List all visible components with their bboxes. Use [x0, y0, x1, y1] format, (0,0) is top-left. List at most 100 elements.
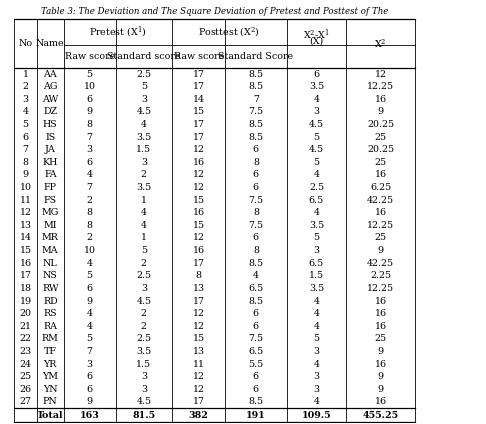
Text: 6: 6 — [253, 385, 259, 394]
Text: $\mathregular{X^2}$-$\mathregular{X^1}$: $\mathregular{X^2}$-$\mathregular{X^1}$ — [303, 27, 330, 42]
Text: 3.5: 3.5 — [136, 133, 152, 142]
Text: 17: 17 — [193, 397, 205, 407]
Text: 27: 27 — [19, 397, 32, 407]
Text: 17: 17 — [19, 271, 32, 280]
Text: 8.5: 8.5 — [248, 120, 263, 129]
Text: NS: NS — [43, 271, 58, 280]
Text: 10: 10 — [19, 183, 32, 192]
Text: 20.25: 20.25 — [367, 120, 394, 129]
Text: 12: 12 — [193, 234, 205, 243]
Text: FS: FS — [44, 195, 57, 205]
Text: 12: 12 — [193, 170, 205, 179]
Text: 16: 16 — [374, 95, 386, 104]
Text: 12.25: 12.25 — [367, 284, 394, 293]
Text: 5: 5 — [313, 335, 319, 343]
Text: 1.5: 1.5 — [136, 360, 152, 368]
Text: 6: 6 — [87, 284, 93, 293]
Text: 3: 3 — [22, 95, 29, 104]
Text: MG: MG — [42, 208, 59, 217]
Text: KH: KH — [43, 158, 58, 167]
Text: 4: 4 — [313, 95, 319, 104]
Text: 5: 5 — [313, 158, 319, 167]
Text: 6: 6 — [87, 95, 93, 104]
Text: (X): (X) — [309, 37, 324, 46]
Text: 15: 15 — [192, 195, 205, 205]
Text: 3.5: 3.5 — [309, 82, 324, 91]
Text: 3: 3 — [141, 372, 147, 381]
Text: 16: 16 — [192, 208, 205, 217]
Text: 7: 7 — [87, 183, 93, 192]
Text: 9: 9 — [378, 372, 383, 381]
Text: DZ: DZ — [43, 107, 57, 116]
Text: 2: 2 — [141, 322, 147, 331]
Text: 1: 1 — [141, 195, 147, 205]
Text: 17: 17 — [193, 70, 205, 78]
Text: 6: 6 — [87, 158, 93, 167]
Text: AW: AW — [42, 95, 58, 104]
Text: 17: 17 — [193, 133, 205, 142]
Text: 26: 26 — [19, 385, 32, 394]
Text: 2.5: 2.5 — [136, 70, 152, 78]
Text: 8.5: 8.5 — [248, 259, 263, 268]
Text: 7: 7 — [23, 145, 29, 154]
Text: 3.5: 3.5 — [309, 221, 324, 230]
Text: 4: 4 — [141, 221, 147, 230]
Text: 163: 163 — [80, 411, 100, 420]
Text: 7.5: 7.5 — [248, 195, 263, 205]
Text: 4: 4 — [87, 259, 93, 268]
Text: 16: 16 — [192, 246, 205, 255]
Text: 6: 6 — [87, 372, 93, 381]
Text: 6: 6 — [253, 322, 259, 331]
Text: 1: 1 — [23, 70, 29, 78]
Text: AG: AG — [43, 82, 57, 91]
Text: 4: 4 — [87, 322, 93, 331]
Text: 4: 4 — [313, 397, 319, 407]
Text: 4.5: 4.5 — [136, 397, 152, 407]
Text: 12.25: 12.25 — [367, 82, 394, 91]
Text: 17: 17 — [193, 82, 205, 91]
Text: 15: 15 — [192, 221, 205, 230]
Text: 4.5: 4.5 — [136, 107, 152, 116]
Text: 15: 15 — [192, 107, 205, 116]
Text: FP: FP — [44, 183, 57, 192]
Text: Pretest ($\mathregular{X^1}$): Pretest ($\mathregular{X^1}$) — [89, 25, 147, 40]
Text: 6.25: 6.25 — [370, 183, 391, 192]
Text: 2: 2 — [87, 195, 93, 205]
Text: 17: 17 — [193, 296, 205, 306]
Text: FA: FA — [44, 170, 57, 179]
Text: 6: 6 — [253, 309, 259, 318]
Text: MR: MR — [42, 234, 59, 243]
Text: YM: YM — [42, 372, 58, 381]
Text: 9: 9 — [87, 397, 93, 407]
Text: 16: 16 — [192, 158, 205, 167]
Text: 9: 9 — [87, 296, 93, 306]
Text: 12: 12 — [193, 145, 205, 154]
Text: 8.5: 8.5 — [248, 82, 263, 91]
Text: 4: 4 — [313, 360, 319, 368]
Text: 2: 2 — [141, 259, 147, 268]
Text: 6.5: 6.5 — [248, 347, 263, 356]
Text: 22: 22 — [19, 335, 32, 343]
Text: 5: 5 — [87, 335, 93, 343]
Text: Standard Score: Standard Score — [218, 52, 294, 61]
Text: 16: 16 — [19, 259, 32, 268]
Text: RD: RD — [43, 296, 58, 306]
Text: 1.5: 1.5 — [309, 271, 324, 280]
Text: 4: 4 — [253, 271, 259, 280]
Text: 3: 3 — [87, 360, 93, 368]
Text: 16: 16 — [374, 322, 386, 331]
Text: 20.25: 20.25 — [367, 145, 394, 154]
Text: PN: PN — [43, 397, 58, 407]
Text: RW: RW — [42, 284, 59, 293]
Text: 3: 3 — [141, 95, 147, 104]
Text: 10: 10 — [84, 246, 96, 255]
Text: 4: 4 — [87, 309, 93, 318]
Text: 4: 4 — [313, 296, 319, 306]
Text: 5: 5 — [141, 246, 147, 255]
Text: 6: 6 — [87, 385, 93, 394]
Text: 12.25: 12.25 — [367, 221, 394, 230]
Text: 8: 8 — [253, 208, 259, 217]
Text: 16: 16 — [374, 170, 386, 179]
Text: 3: 3 — [87, 145, 93, 154]
Text: 16: 16 — [374, 397, 386, 407]
